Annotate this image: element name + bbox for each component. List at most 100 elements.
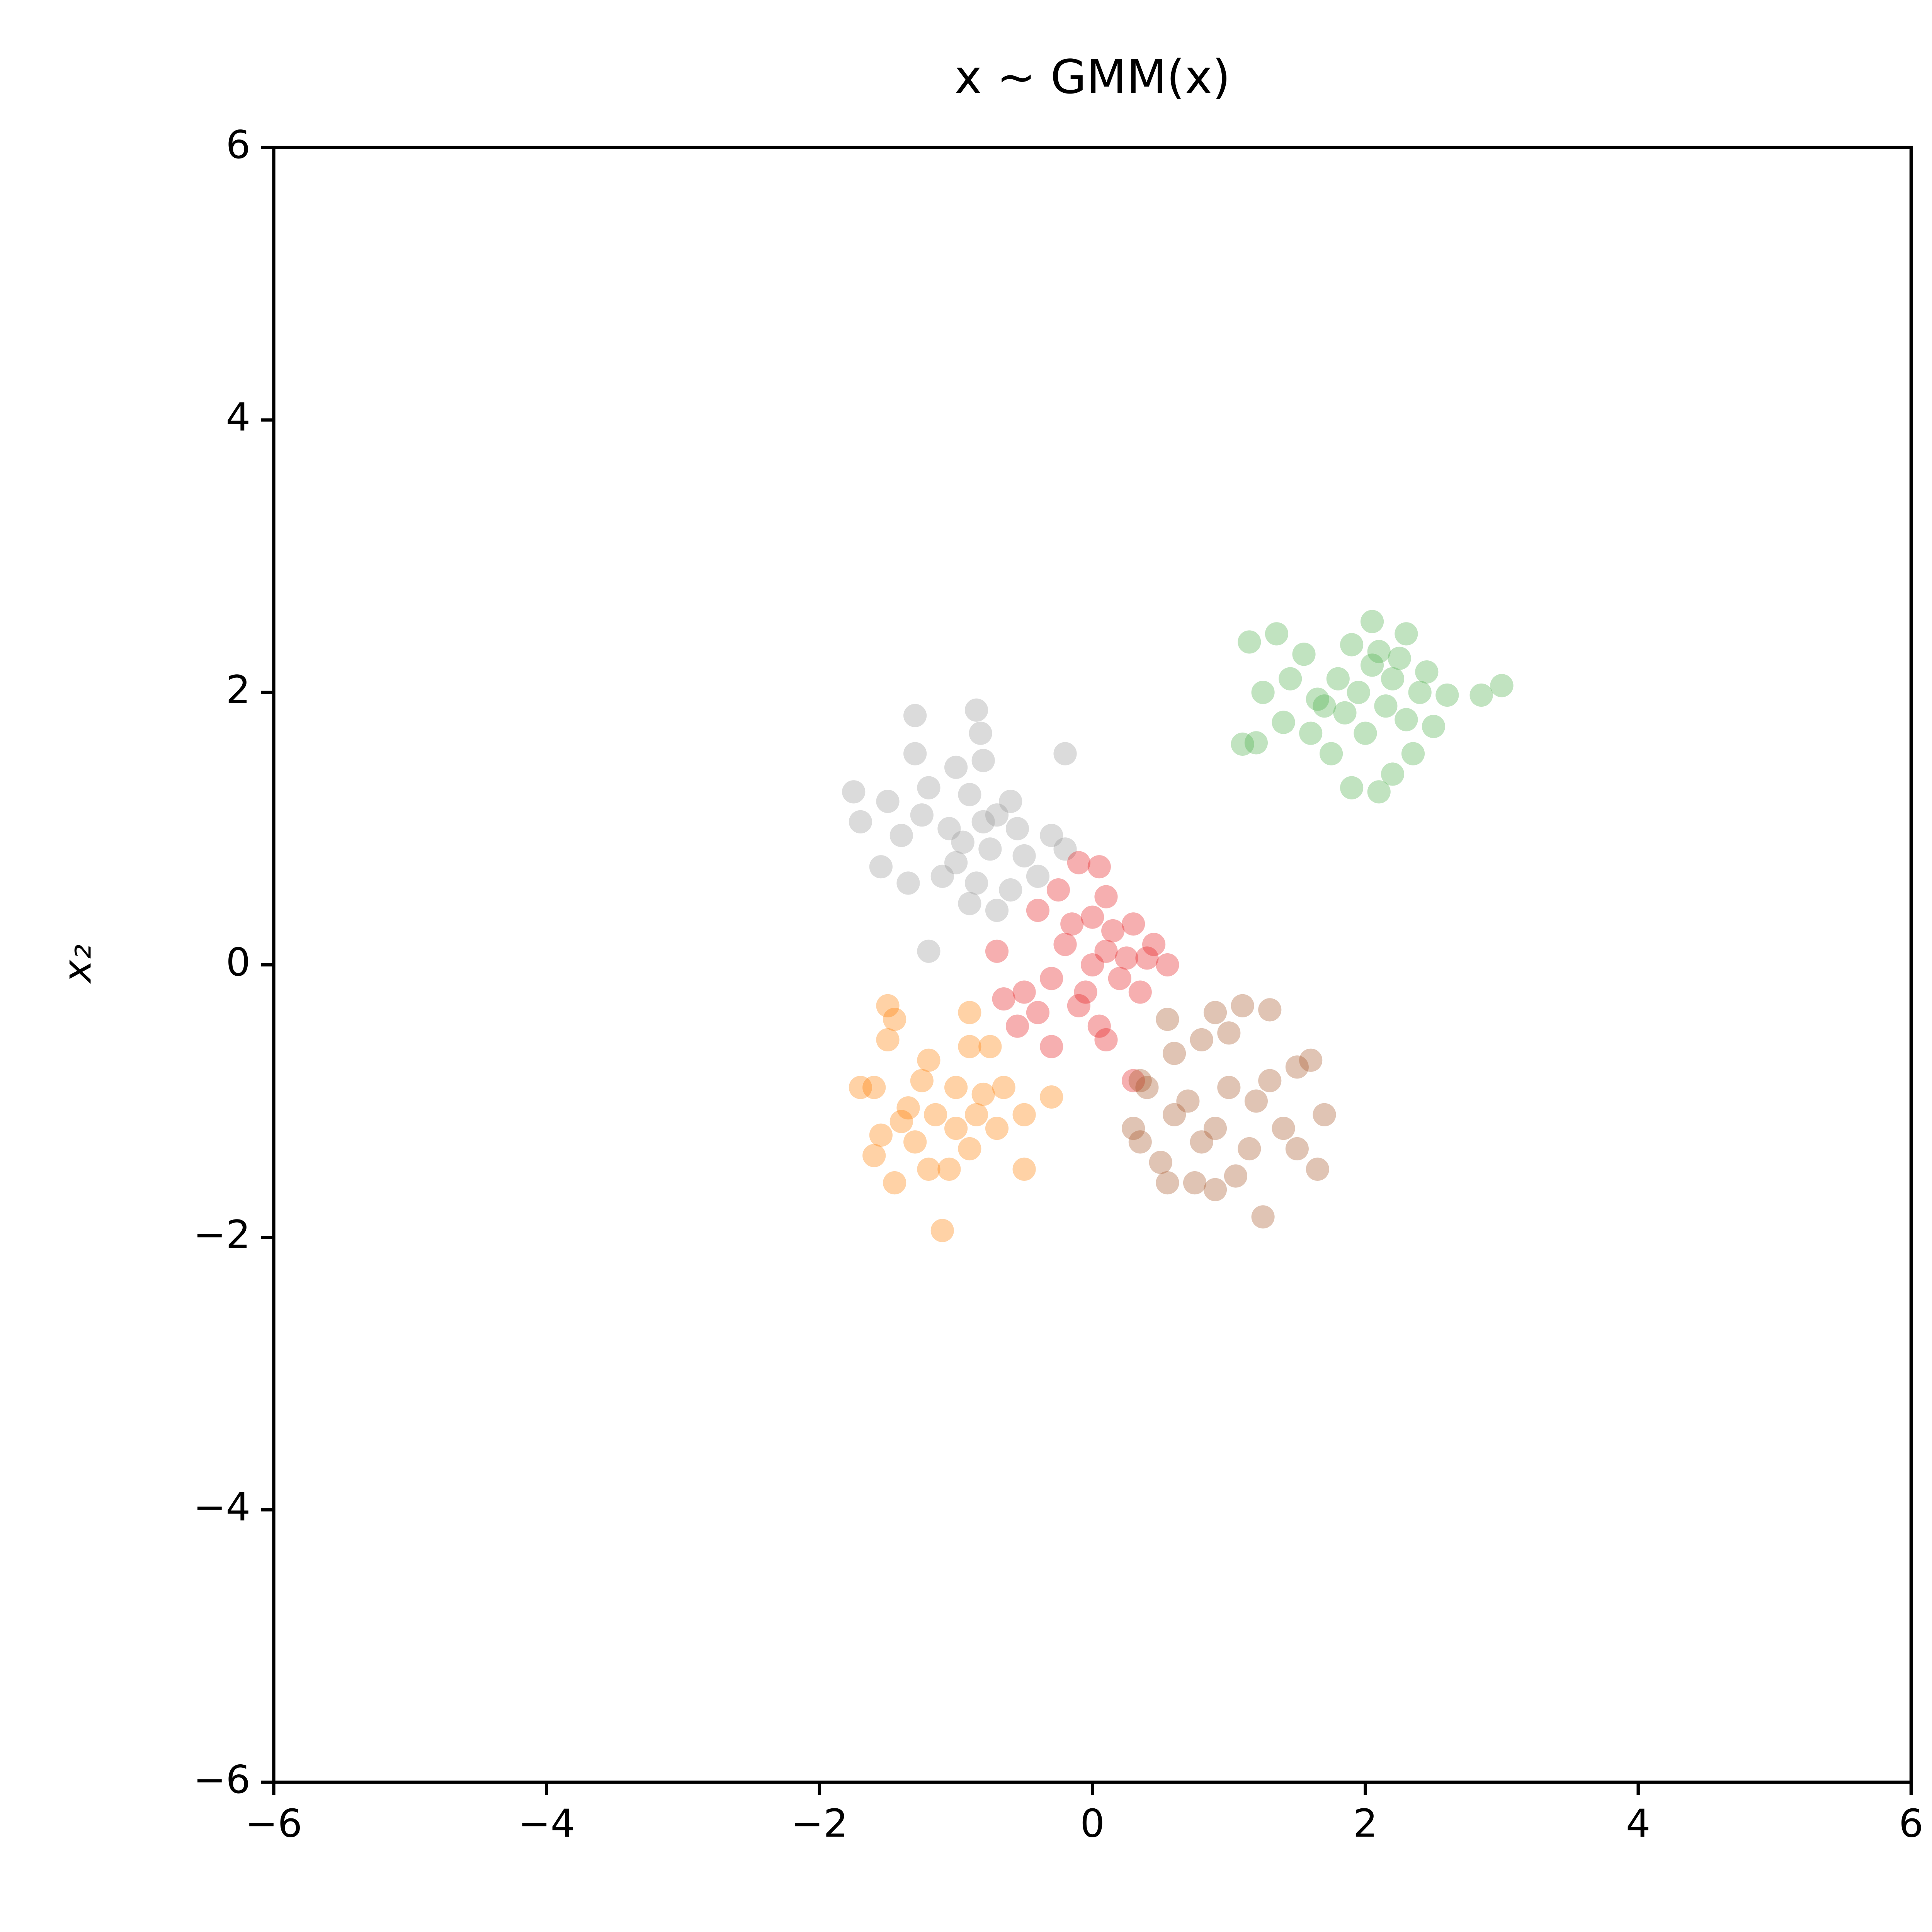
scatter-point xyxy=(1231,732,1254,756)
y-tick-label: −6 xyxy=(194,1757,251,1802)
scatter-point xyxy=(930,1219,954,1242)
x-tick-label: −4 xyxy=(518,1801,575,1846)
scatter-point xyxy=(999,789,1022,813)
scatter-point xyxy=(1067,851,1090,874)
scatter-point xyxy=(896,871,920,895)
scatter-point xyxy=(924,1103,947,1126)
scatter-point xyxy=(849,810,872,833)
scatter-point xyxy=(1156,953,1179,977)
scatter-point xyxy=(1340,633,1364,656)
scatter-point xyxy=(1272,711,1295,734)
scatter-point xyxy=(999,878,1022,902)
scatter-point xyxy=(1258,1069,1282,1092)
scatter-point xyxy=(1135,1076,1159,1099)
scatter-point xyxy=(944,1117,968,1140)
scatter-point xyxy=(1381,762,1405,786)
y-tick-label: 2 xyxy=(226,667,251,712)
scatter-point xyxy=(1026,1001,1050,1024)
scatter-point xyxy=(992,1076,1015,1099)
scatter-point xyxy=(1292,643,1316,666)
scatter-point xyxy=(1005,817,1029,840)
scatter-point xyxy=(876,789,900,813)
scatter-point xyxy=(958,892,981,915)
scatter-point xyxy=(869,1123,893,1147)
scatter-point xyxy=(1203,1001,1227,1024)
scatter-point xyxy=(985,898,1009,922)
scatter-point xyxy=(944,851,968,874)
scatter-point xyxy=(1408,680,1432,704)
scatter-point xyxy=(1203,1117,1227,1140)
y-tick-label: 4 xyxy=(226,395,251,440)
x-tick-label: −2 xyxy=(791,1801,848,1846)
scatter-point xyxy=(1128,980,1152,1004)
scatter-point xyxy=(1217,1076,1241,1099)
scatter-point xyxy=(992,987,1015,1011)
scatter-point xyxy=(1435,683,1459,707)
scatter-point xyxy=(1265,622,1288,646)
scatter-point xyxy=(1238,1137,1261,1161)
x-axis-label: x₁ xyxy=(1072,1927,1112,1932)
scatter-point xyxy=(978,837,1002,861)
scatter-point xyxy=(917,776,940,799)
scatter-point xyxy=(1081,953,1104,977)
scatter-point xyxy=(1176,1089,1200,1113)
scatter-point xyxy=(1162,1103,1186,1126)
y-axis-label: x₂ xyxy=(55,944,100,984)
scatter-point xyxy=(1313,694,1336,718)
scatter-point xyxy=(1490,674,1514,697)
scatter-point xyxy=(862,1076,886,1099)
scatter-point xyxy=(958,783,981,806)
scatter-point xyxy=(1183,1171,1207,1195)
scatter-point xyxy=(869,855,893,879)
scatter-point xyxy=(903,742,927,765)
scatter-point xyxy=(1224,1164,1248,1188)
scatter-point xyxy=(1053,933,1077,956)
scatter-point xyxy=(1094,885,1118,908)
scatter-point xyxy=(964,1103,988,1126)
chart-title: x ∼ GMM(x) xyxy=(954,50,1230,104)
scatter-point xyxy=(1333,701,1357,724)
scatter-point xyxy=(1094,1028,1118,1052)
scatter-point xyxy=(1162,1042,1186,1065)
scatter-point xyxy=(896,1096,920,1120)
scatter-point xyxy=(1060,912,1084,936)
scatter-point xyxy=(1361,610,1384,633)
scatter-point xyxy=(1046,878,1070,902)
scatter-point xyxy=(964,698,988,722)
scatter-point xyxy=(1285,1137,1309,1161)
scatter-point xyxy=(1415,660,1439,684)
scatter-point xyxy=(1190,1028,1213,1052)
scatter-point xyxy=(1122,1069,1145,1092)
scatter-point xyxy=(876,1028,900,1052)
scatter-point xyxy=(1313,1103,1336,1126)
scatter-point xyxy=(1135,946,1159,970)
scatter-point xyxy=(1306,687,1329,711)
scatter-point xyxy=(985,803,1009,827)
scatter-point xyxy=(1231,994,1254,1017)
scatter-point xyxy=(1251,680,1275,704)
scatter-point xyxy=(1299,721,1323,745)
scatter-point xyxy=(889,824,913,847)
scatter-point xyxy=(1190,1130,1213,1154)
scatter-point xyxy=(1285,1055,1309,1079)
scatter-point xyxy=(944,755,968,779)
scatter-point xyxy=(1251,1205,1275,1229)
scatter-point xyxy=(1361,653,1384,677)
x-tick-label: 2 xyxy=(1353,1801,1378,1846)
y-tick-label: −4 xyxy=(194,1485,251,1530)
scatter-point xyxy=(1040,824,1063,847)
scatter-point xyxy=(971,810,995,833)
scatter-point xyxy=(917,1157,940,1181)
scatter-point xyxy=(883,1007,906,1031)
scatter-point xyxy=(1340,776,1364,799)
scatter-point xyxy=(1040,1035,1063,1058)
y-tick-label: −2 xyxy=(194,1212,251,1257)
x-tick-label: 0 xyxy=(1080,1801,1105,1846)
scatter-point xyxy=(1469,683,1493,707)
scatter-point xyxy=(1012,1157,1036,1181)
scatter-point xyxy=(1026,898,1050,922)
scatter-point xyxy=(1122,912,1145,936)
scatter-point xyxy=(1244,1089,1268,1113)
scatter-point xyxy=(910,1069,934,1092)
